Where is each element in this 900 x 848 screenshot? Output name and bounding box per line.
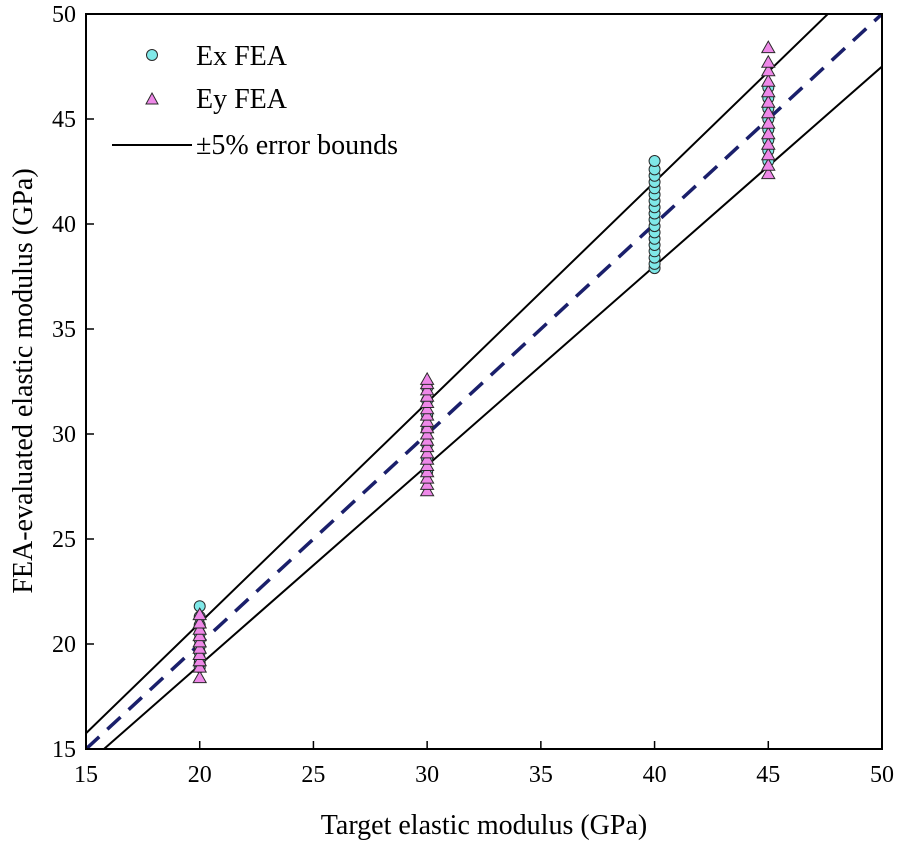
ey-fea-point-14	[419, 457, 435, 471]
ey-fea-point-15	[419, 451, 435, 465]
ey-fea-point-28	[419, 371, 435, 385]
y-axis-ticks: 15 20 25 30 35 40 45 50	[52, 2, 94, 763]
x-tick-label-1: 20	[188, 762, 212, 788]
legend: Ex FEA Ey FEA ±5% error bounds	[112, 41, 398, 161]
ey-fea-point-2	[192, 653, 208, 667]
y-tick-label-0: 15	[52, 737, 76, 763]
ey-fea-point-1	[192, 659, 208, 673]
ey-fea-point-17	[419, 439, 435, 453]
reference-line-2	[102, 65, 882, 749]
ey-fea-point-31	[760, 147, 776, 161]
x-tick-label-3: 30	[415, 762, 439, 788]
ey-fea-point-24	[419, 394, 435, 408]
y-axis-title: FEA-evaluated elastic modulus (GPa)	[8, 168, 39, 593]
ey-fea-point-11	[419, 476, 435, 490]
y-tick-label-4: 35	[52, 317, 76, 343]
ey-fea-point-38	[760, 73, 776, 87]
ey-fea-point-21	[419, 413, 435, 427]
ey-fea-point-33	[760, 126, 776, 140]
legend-marker-ex-fea	[146, 49, 158, 61]
ey-fea-point-5	[192, 634, 208, 648]
ey-fea-point-13	[419, 464, 435, 478]
ey-fea-point-8	[192, 615, 208, 629]
ey-fea-point-23	[419, 401, 435, 415]
x-tick-label-6: 45	[756, 762, 780, 788]
ey-fea-point-29	[760, 166, 776, 180]
ey-fea-point-22	[419, 407, 435, 421]
ey-fea-point-0	[192, 670, 208, 684]
ey-fea-point-10	[419, 483, 435, 497]
legend-label-ex-fea: Ex FEA	[196, 41, 288, 72]
ey-fea-point-35	[760, 105, 776, 119]
ey-fea-point-7	[192, 621, 208, 635]
ey-fea-point-4	[192, 640, 208, 654]
y-tick-label-2: 25	[52, 527, 76, 553]
data-points	[192, 40, 776, 684]
ey-fea-point-32	[760, 136, 776, 150]
reference-line-1	[86, 14, 830, 734]
x-axis-ticks: 15 20 25 30 35 40 45 50	[74, 741, 894, 788]
plot-area-frame	[85, 13, 883, 750]
y-tick-label-5: 40	[52, 212, 76, 238]
legend-label-ey-fea: Ey FEA	[196, 84, 288, 115]
reference-line-0	[86, 14, 882, 749]
x-tick-label-7: 50	[870, 762, 894, 788]
ey-fea-point-39	[760, 63, 776, 77]
x-tick-label-0: 15	[74, 762, 98, 788]
y-tick-label-7: 50	[52, 2, 76, 28]
y-tick-label-6: 45	[52, 107, 76, 133]
ey-fea-point-9	[192, 607, 208, 621]
reference-lines	[86, 14, 882, 749]
y-tick-label-1: 20	[52, 632, 76, 658]
ey-fea-point-19	[419, 426, 435, 440]
ey-fea-point-26	[419, 382, 435, 396]
x-tick-label-4: 35	[529, 762, 553, 788]
x-tick-label-2: 25	[301, 762, 325, 788]
x-tick-label-5: 40	[643, 762, 667, 788]
ex-fea-point-34	[648, 155, 661, 167]
ey-fea-point-40	[760, 54, 776, 68]
ey-fea-point-34	[760, 115, 776, 129]
ey-fea-point-41	[760, 40, 776, 54]
ey-fea-point-18	[419, 432, 435, 446]
ey-fea-point-36	[760, 94, 776, 108]
ey-fea-point-37	[760, 84, 776, 98]
ey-fea-point-6	[192, 628, 208, 642]
ey-fea-point-16	[419, 445, 435, 459]
legend-marker-ey-fea	[145, 91, 159, 105]
x-axis-title: Target elastic modulus (GPa)	[321, 810, 647, 841]
y-tick-label-3: 30	[52, 422, 76, 448]
ey-fea-point-25	[419, 388, 435, 402]
legend-label-error-bounds: ±5% error bounds	[196, 130, 398, 161]
ey-fea-point-20	[419, 420, 435, 434]
ey-fea-point-3	[192, 646, 208, 660]
ey-fea-point-12	[419, 470, 435, 484]
ey-fea-point-30	[760, 157, 776, 171]
